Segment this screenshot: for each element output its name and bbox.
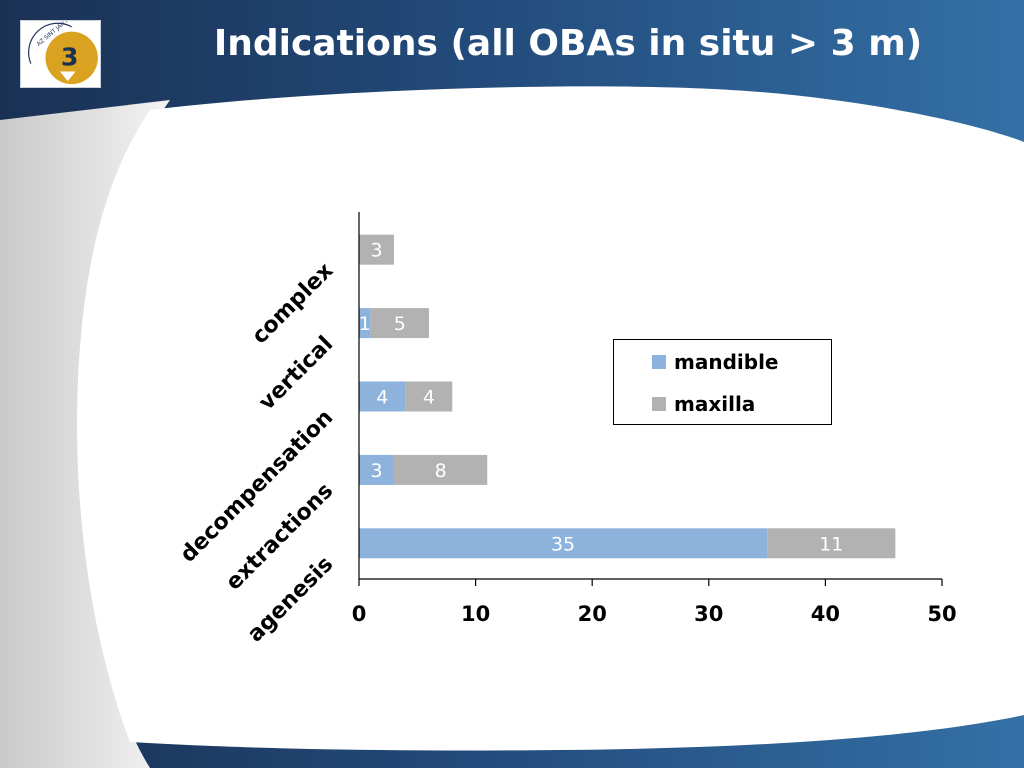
legend-label-mandible: mandible bbox=[674, 350, 779, 374]
content-area bbox=[77, 86, 1024, 751]
data-label-mandible-decompensation: 4 bbox=[376, 387, 388, 409]
chart-legend: mandible maxilla bbox=[613, 339, 832, 425]
bar-maxilla-complex bbox=[359, 234, 394, 265]
bars-group: 35 11 3 8 4 4 1 5 3 bbox=[359, 234, 896, 559]
hospital-logo: 3 AZ SINT JAN AV bbox=[20, 20, 101, 88]
x-ticks-group: 0 10 20 30 40 50 bbox=[352, 579, 957, 626]
bar-maxilla-vertical bbox=[370, 308, 429, 339]
svg-text:3: 3 bbox=[61, 43, 79, 72]
legend-swatch-mandible bbox=[652, 355, 666, 369]
x-tick-label-50: 50 bbox=[927, 602, 956, 626]
bar-mandible-vertical bbox=[359, 308, 371, 339]
slide-title: Indications (all OBAs in situ > 3 m) bbox=[213, 23, 923, 64]
data-label-mandible-agenesis: 35 bbox=[551, 533, 575, 555]
category-label-complex: complex bbox=[247, 258, 338, 349]
bar-mandible-decompensation bbox=[359, 381, 406, 412]
data-label-mandible-extractions: 3 bbox=[370, 460, 382, 482]
left-grey-panel bbox=[0, 100, 170, 768]
legend-label-maxilla: maxilla bbox=[674, 392, 756, 416]
x-tick-label-0: 0 bbox=[352, 602, 367, 626]
bar-maxilla-agenesis bbox=[767, 528, 896, 559]
bar-maxilla-decompensation bbox=[405, 381, 453, 412]
x-tick-label-40: 40 bbox=[811, 602, 840, 626]
bar-mandible-agenesis bbox=[359, 528, 768, 559]
data-label-maxilla-vertical: 5 bbox=[394, 313, 406, 335]
data-label-maxilla-decompensation: 4 bbox=[423, 387, 435, 409]
legend-swatch-maxilla bbox=[652, 397, 666, 411]
data-label-maxilla-agenesis: 11 bbox=[819, 533, 843, 555]
x-tick-label-10: 10 bbox=[461, 602, 490, 626]
legend-item-mandible: mandible bbox=[652, 350, 778, 374]
data-label-mandible-vertical: 1 bbox=[359, 313, 371, 335]
axes-group bbox=[358, 212, 942, 580]
bar-mandible-extractions bbox=[359, 454, 394, 485]
x-tick-label-20: 20 bbox=[578, 602, 607, 626]
legend-item-maxilla: maxilla bbox=[652, 392, 755, 416]
x-tick-label-30: 30 bbox=[694, 602, 723, 626]
category-labels-group: agenesisextractionsdecompensationvertica… bbox=[176, 258, 339, 647]
data-label-maxilla-extractions: 8 bbox=[435, 460, 447, 482]
data-label-maxilla-complex: 3 bbox=[370, 240, 382, 262]
bar-maxilla-extractions bbox=[393, 454, 488, 485]
